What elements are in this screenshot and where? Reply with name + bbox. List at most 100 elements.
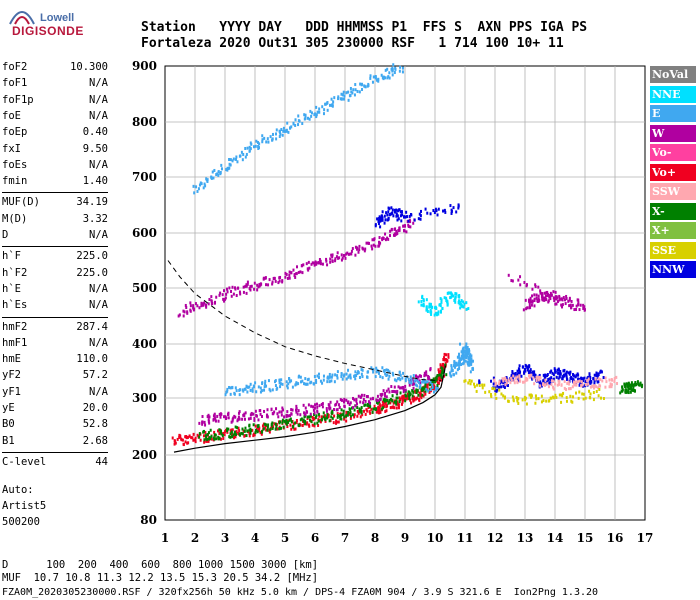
data-point xyxy=(396,402,399,406)
data-point xyxy=(595,389,598,393)
param-name: h`E xyxy=(2,282,21,295)
data-point xyxy=(496,384,499,388)
data-point xyxy=(560,303,563,307)
data-point xyxy=(396,218,399,222)
data-point xyxy=(377,219,380,223)
param-name: B0 xyxy=(2,418,15,431)
data-point xyxy=(238,290,241,294)
data-point xyxy=(241,427,244,431)
data-point xyxy=(391,405,394,409)
data-point xyxy=(442,366,445,370)
data-point xyxy=(183,310,186,314)
data-point xyxy=(216,414,219,418)
data-point xyxy=(619,391,622,395)
data-point xyxy=(308,424,311,428)
data-point xyxy=(445,373,448,377)
data-point xyxy=(336,376,339,380)
data-point xyxy=(394,67,397,71)
data-point xyxy=(345,91,348,95)
data-point xyxy=(436,213,439,217)
data-point xyxy=(308,415,311,419)
data-point xyxy=(217,170,220,174)
data-point xyxy=(384,76,387,80)
data-point xyxy=(569,303,572,307)
data-point xyxy=(441,369,444,373)
data-point xyxy=(365,241,368,245)
data-point xyxy=(362,397,365,401)
data-point xyxy=(604,376,607,380)
data-point xyxy=(429,383,432,387)
data-point xyxy=(207,418,210,422)
data-point xyxy=(462,353,465,357)
data-point xyxy=(458,299,461,303)
data-point xyxy=(478,381,481,385)
data-point xyxy=(340,413,343,417)
data-point xyxy=(406,215,409,219)
data-point xyxy=(397,406,400,410)
data-point xyxy=(411,394,414,398)
data-point xyxy=(425,387,428,391)
data-point xyxy=(320,403,323,407)
data-point xyxy=(598,383,601,387)
data-point xyxy=(587,377,590,381)
param-name: foF1 xyxy=(2,77,28,90)
param-separator xyxy=(2,192,108,194)
data-point xyxy=(447,353,450,357)
data-point xyxy=(517,379,520,383)
data-point xyxy=(454,292,457,296)
data-point xyxy=(215,295,218,299)
data-point xyxy=(312,408,315,412)
data-point xyxy=(307,116,310,120)
logo-lowell: Lowell xyxy=(40,12,75,24)
data-point xyxy=(313,417,316,421)
data-point xyxy=(284,271,287,275)
data-point xyxy=(572,378,575,382)
data-point xyxy=(537,397,540,401)
data-point xyxy=(289,423,292,427)
data-point xyxy=(465,348,468,352)
data-point xyxy=(232,433,235,437)
data-point xyxy=(390,212,393,216)
data-point xyxy=(561,377,564,381)
data-point xyxy=(392,63,395,67)
data-point xyxy=(336,414,339,418)
data-point xyxy=(539,384,542,388)
data-point xyxy=(384,372,387,376)
data-point xyxy=(385,389,388,393)
data-point xyxy=(575,304,578,308)
legend-item-noval: NoVal xyxy=(650,66,696,83)
data-point xyxy=(385,404,388,408)
data-point xyxy=(354,253,357,257)
data-point xyxy=(204,430,207,434)
data-point xyxy=(505,381,508,385)
data-point xyxy=(565,388,568,392)
data-point xyxy=(201,415,204,419)
data-point xyxy=(312,382,315,386)
data-point xyxy=(458,302,461,306)
data-point xyxy=(577,298,580,302)
data-point xyxy=(191,436,194,440)
data-point xyxy=(304,116,307,120)
data-point xyxy=(429,368,432,372)
data-point xyxy=(194,440,197,444)
data-point xyxy=(243,417,246,421)
data-point xyxy=(358,375,361,379)
data-point xyxy=(317,376,320,380)
data-point xyxy=(207,439,210,443)
data-point xyxy=(231,428,234,432)
data-point xyxy=(387,216,390,220)
data-point xyxy=(434,380,437,384)
data-point xyxy=(261,381,264,385)
data-point xyxy=(449,371,452,375)
data-point xyxy=(570,299,573,303)
data-point xyxy=(346,401,349,405)
data-point xyxy=(550,396,553,400)
data-point xyxy=(550,369,553,373)
data-point xyxy=(207,302,210,306)
data-point xyxy=(281,279,284,283)
data-point xyxy=(200,301,203,305)
data-point xyxy=(540,294,543,298)
data-point xyxy=(424,392,427,396)
data-point xyxy=(372,243,375,247)
data-point xyxy=(534,375,537,379)
